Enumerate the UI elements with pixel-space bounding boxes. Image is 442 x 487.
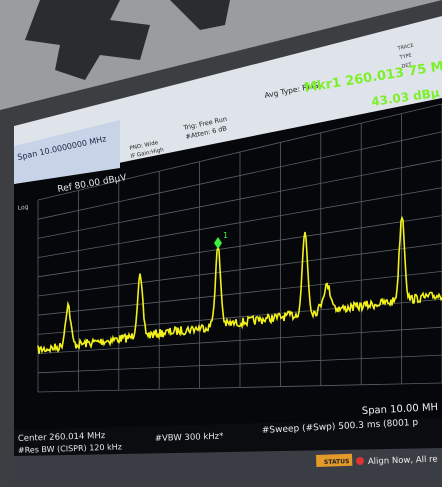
status: STATUS xyxy=(324,458,350,466)
alert-icon xyxy=(356,457,364,465)
page: Span 10.0000000 MHz PNO: Wide IF Gain:Hi… xyxy=(0,0,442,487)
marker-label: 1 xyxy=(223,231,228,240)
analyzer-photo: Span 10.0000000 MHz PNO: Wide IF Gain:Hi… xyxy=(0,0,442,487)
